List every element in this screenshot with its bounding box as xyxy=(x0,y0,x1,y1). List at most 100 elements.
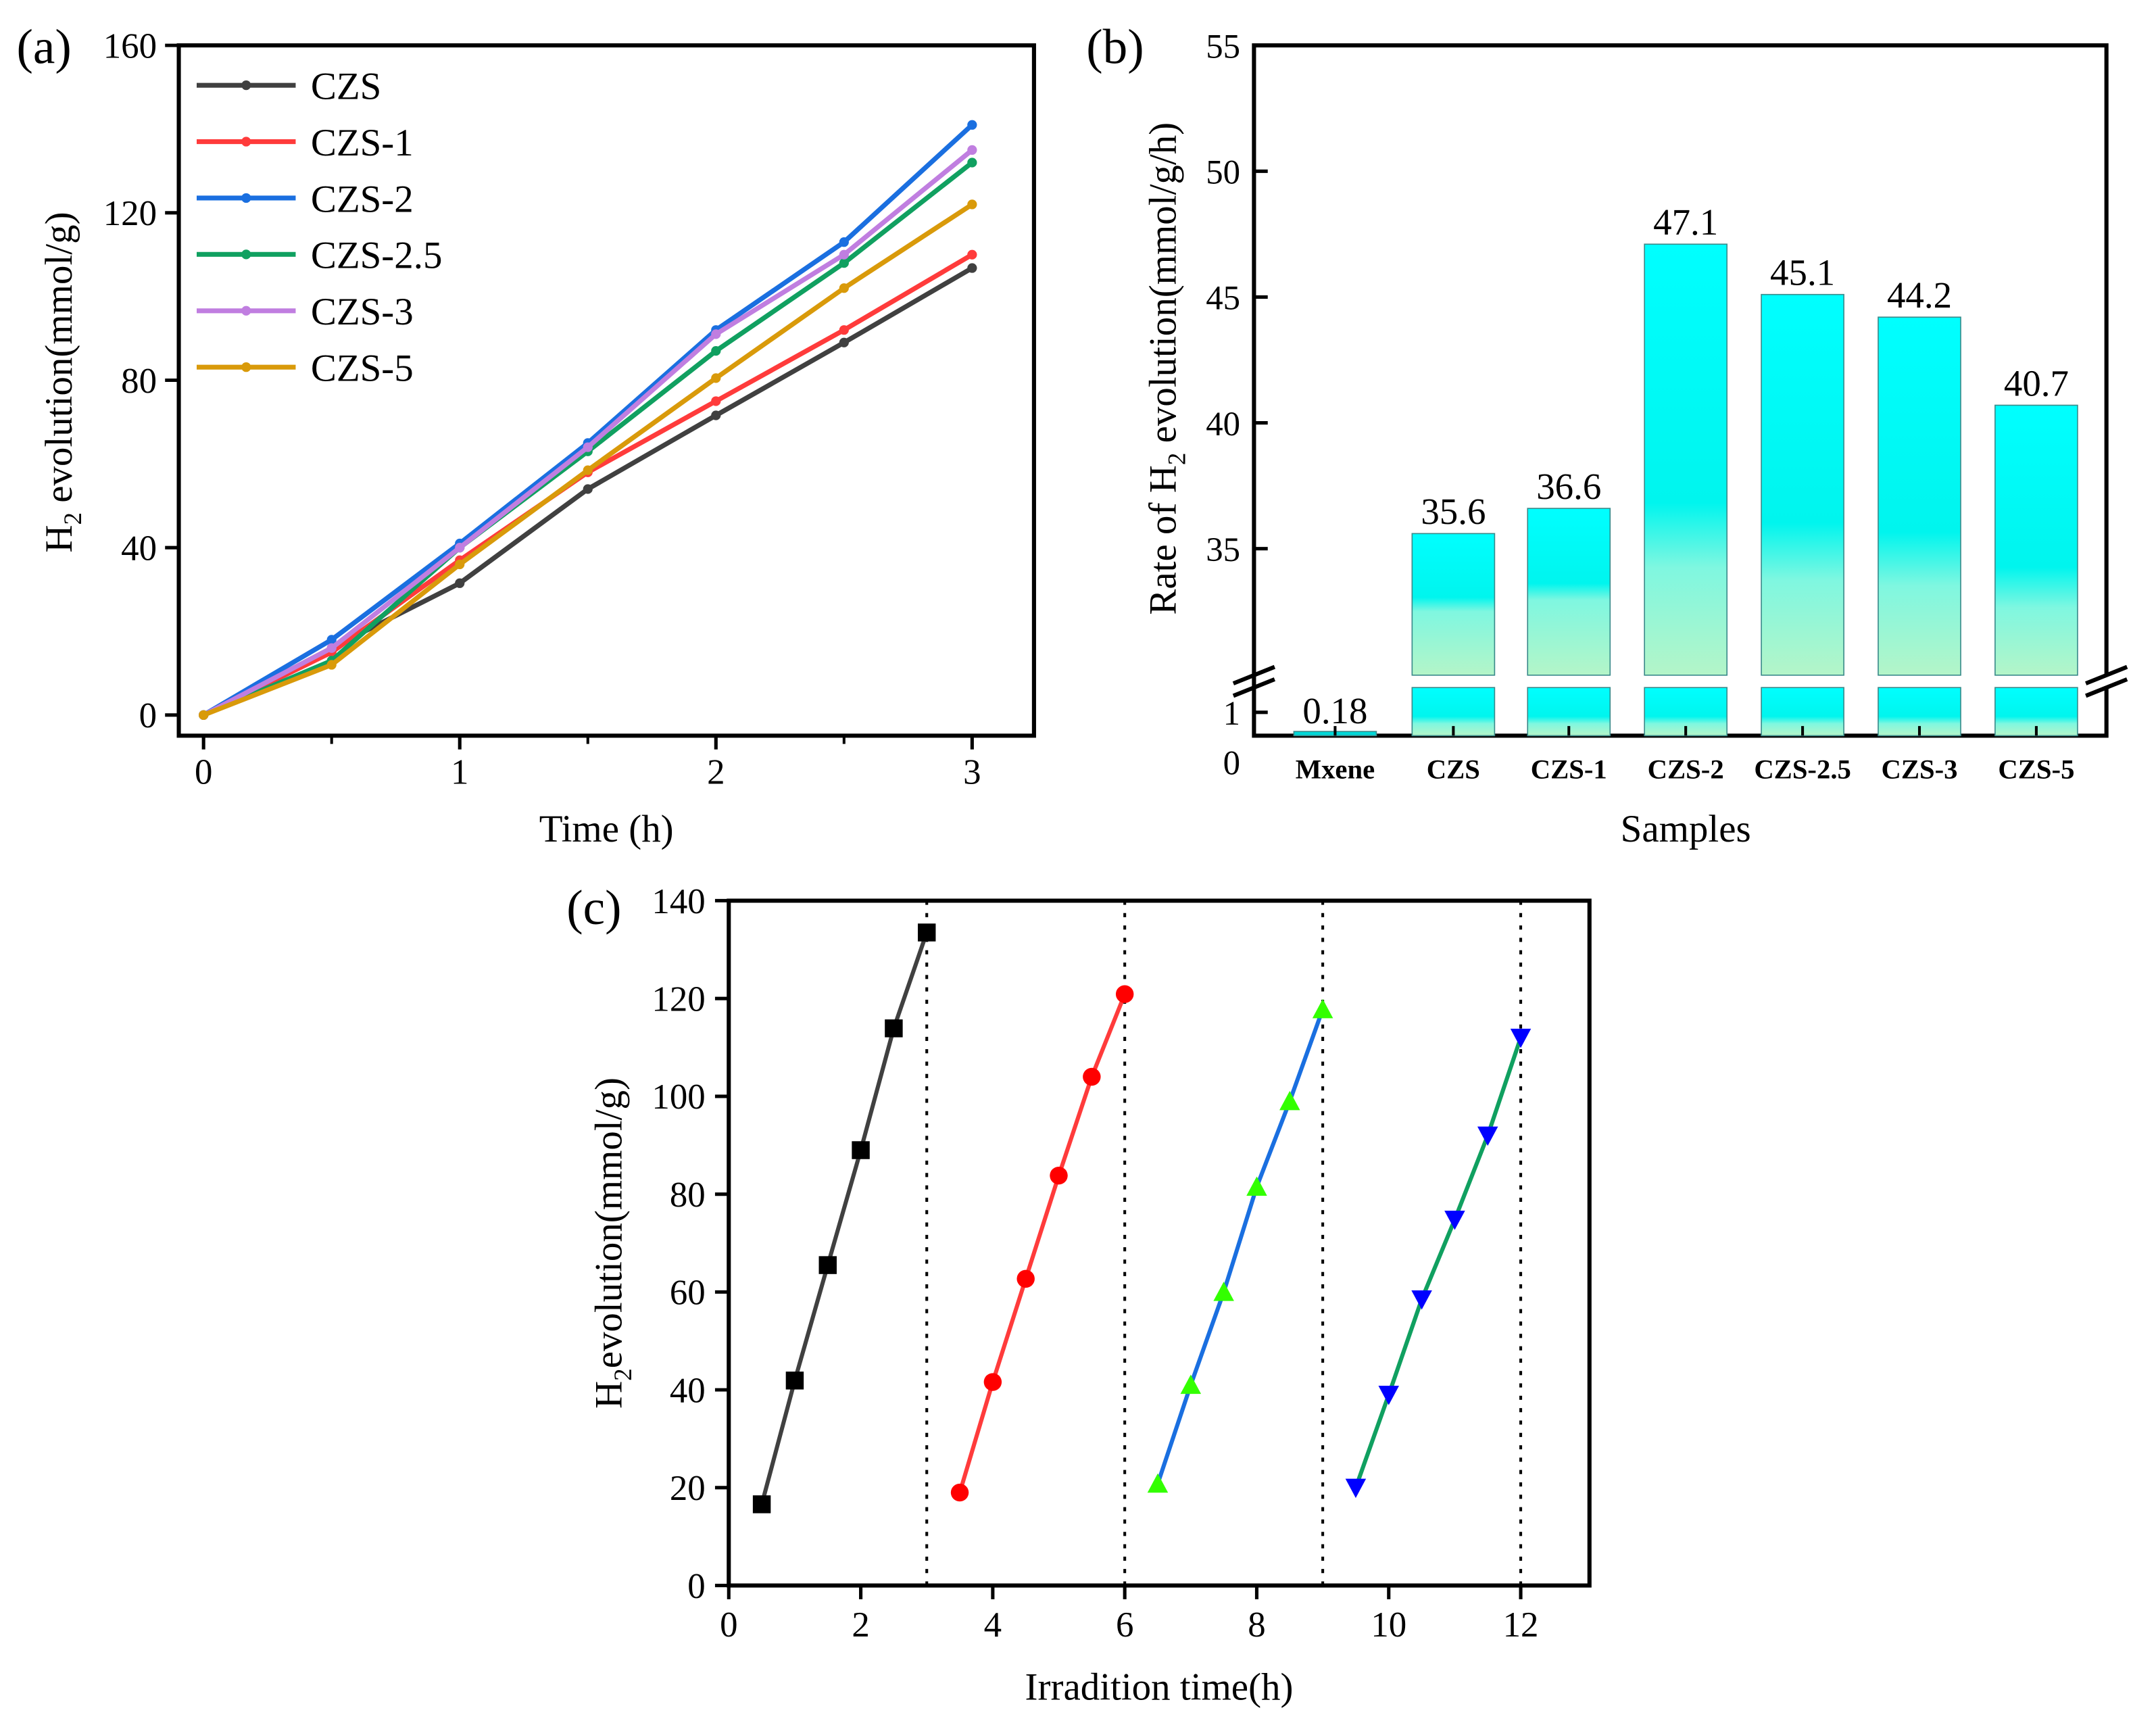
y-tick-label: 60 xyxy=(670,1273,706,1313)
data-point-cycle-2 xyxy=(983,1373,1002,1391)
data-point-CZS-2 xyxy=(967,120,977,130)
data-point-cycle-1 xyxy=(852,1141,870,1159)
data-point-cycle-2 xyxy=(1016,1269,1035,1288)
data-point-cycle-1 xyxy=(885,1019,903,1038)
x-tick-label: CZS-1 xyxy=(1531,754,1607,784)
y-tick-label: 160 xyxy=(103,26,157,66)
data-point-cycle-1 xyxy=(918,923,936,942)
data-point-cycle-3 xyxy=(1213,1282,1234,1301)
y-tick-label: 100 xyxy=(652,1077,705,1117)
panel-c-label: (c) xyxy=(566,880,621,935)
data-point-cycle-4 xyxy=(1510,1028,1532,1048)
y-tick-label: 50 xyxy=(1206,153,1240,191)
axis-break-mark xyxy=(1232,664,1276,685)
legend-label-CZS-1: CZS-1 xyxy=(311,122,414,164)
data-point-cycle-2 xyxy=(1083,1067,1101,1086)
series-line-cycle-1 xyxy=(760,931,929,1505)
y-tick-label: 40 xyxy=(121,529,157,568)
data-point-CZS-5 xyxy=(199,710,209,720)
bar-value-label: 40.7 xyxy=(2004,362,2069,404)
y-tick-label: 40 xyxy=(670,1371,706,1410)
bar-value-label: 36.6 xyxy=(1536,466,1601,507)
legend-label-CZS: CZS xyxy=(311,65,381,107)
bar-upper-CZS-5 xyxy=(1994,404,2078,676)
panel-a: Time (h) 0 1 2 3 0 40 80 120 160 H2 evolution(mmo… xyxy=(38,26,1036,850)
data-point-CZS-2 xyxy=(326,635,337,645)
x-axis-title: Samples xyxy=(1621,808,1751,850)
bar-lower-CZS-5 xyxy=(1994,687,2078,737)
plot-frame xyxy=(727,898,1592,1588)
x-tick-label: 3 xyxy=(963,753,981,792)
data-point-CZS-5 xyxy=(967,199,977,210)
legend-marker-CZS xyxy=(241,80,251,91)
data-point-CZS xyxy=(455,578,465,588)
bar-upper-CZS-2 xyxy=(1644,243,1728,676)
bar-upper-CZS-1 xyxy=(1527,508,1611,676)
bar-upper-CZS-3 xyxy=(1878,316,1961,676)
data-point-cycle-3 xyxy=(1180,1374,1202,1394)
y-tick-label: 120 xyxy=(652,980,705,1019)
data-point-CZS-1 xyxy=(711,396,721,406)
series-line-cycle-3 xyxy=(1156,1009,1325,1485)
series-line-CZS-5 xyxy=(202,202,974,718)
bar-value-label: 47.1 xyxy=(1653,201,1718,243)
legend-marker-CZS-1 xyxy=(241,137,251,147)
data-point-CZS-5 xyxy=(839,283,849,293)
y-tick-label: 0 xyxy=(687,1567,705,1606)
bar-value-label: 0.18 xyxy=(1302,690,1367,731)
data-point-CZS-2.5 xyxy=(967,157,977,168)
y-axis-title: H2evolution(mmol/g) xyxy=(588,1077,637,1409)
axis-break-mark xyxy=(2085,677,2128,698)
legend-label-CZS-2: CZS-2 xyxy=(311,178,414,220)
data-point-cycle-2 xyxy=(1050,1166,1068,1185)
y-tick-label: 140 xyxy=(652,882,705,921)
data-point-CZS-5 xyxy=(711,373,721,383)
series-line-cycle-4 xyxy=(1354,1037,1523,1488)
x-tick-label: 2 xyxy=(852,1605,869,1645)
legend-marker-CZS-3 xyxy=(241,306,251,316)
x-axis-title: Irradition time(h) xyxy=(1025,1666,1294,1708)
data-point-CZS-3 xyxy=(711,329,721,339)
bar-value-label: 44.2 xyxy=(1887,274,1952,316)
y-tick-label: 0 xyxy=(1223,744,1240,781)
y-tick-label: 55 xyxy=(1206,27,1240,65)
y-tick-label: 80 xyxy=(121,362,157,401)
panel-b: 0.18 Mxene 35.6 CZS 36.6 CZS-1 47.1 CZS-2 45.1 CZ… xyxy=(1142,27,2128,850)
data-point-CZS-3 xyxy=(326,643,337,653)
data-point-cycle-3 xyxy=(1312,998,1333,1019)
data-point-CZS-5 xyxy=(583,465,593,475)
x-tick-label: CZS-2 xyxy=(1648,754,1724,784)
x-tick-label: CZS-3 xyxy=(1882,754,1958,784)
data-point-CZS-3 xyxy=(455,543,465,553)
x-tick-label: 6 xyxy=(1116,1605,1133,1645)
x-tick-label: 0 xyxy=(720,1605,737,1645)
y-axis-title: H2 evolution(mmol/g) xyxy=(38,212,87,552)
data-point-cycle-2 xyxy=(1115,985,1134,1003)
data-point-cycle-1 xyxy=(818,1256,837,1274)
panel-a-label: (a) xyxy=(17,20,72,74)
y-tick-label: 120 xyxy=(103,194,157,233)
data-point-CZS-2.5 xyxy=(839,258,849,268)
data-point-CZS-2.5 xyxy=(711,346,721,356)
x-tick-label: 0 xyxy=(195,753,212,792)
y-tick-label: 45 xyxy=(1206,279,1240,317)
bar-value-label: 35.6 xyxy=(1421,491,1486,532)
data-point-CZS-1 xyxy=(967,249,977,260)
y-axis-title: Rate of H2 evolution(mmol/g/h) xyxy=(1142,122,1191,615)
data-point-CZS-1 xyxy=(839,325,849,335)
x-axis-title: Time (h) xyxy=(539,808,674,850)
y-tick-label: 80 xyxy=(670,1175,706,1215)
x-tick-label: CZS-5 xyxy=(1998,754,2074,784)
data-point-CZS-3 xyxy=(967,145,977,155)
y-tick-label: 40 xyxy=(1206,405,1240,443)
data-point-CZS xyxy=(583,484,593,494)
axis-break-mark xyxy=(1232,677,1276,698)
data-point-cycle-4 xyxy=(1411,1290,1432,1310)
bar-upper-CZS-2.5 xyxy=(1761,293,1844,676)
series-line-cycle-2 xyxy=(958,993,1127,1493)
legend-label-CZS-3: CZS-3 xyxy=(311,291,414,333)
data-point-CZS xyxy=(711,410,721,420)
data-point-cycle-3 xyxy=(1279,1090,1300,1111)
x-tick-label: 10 xyxy=(1371,1605,1406,1645)
bar-value-label: 45.1 xyxy=(1770,251,1835,293)
